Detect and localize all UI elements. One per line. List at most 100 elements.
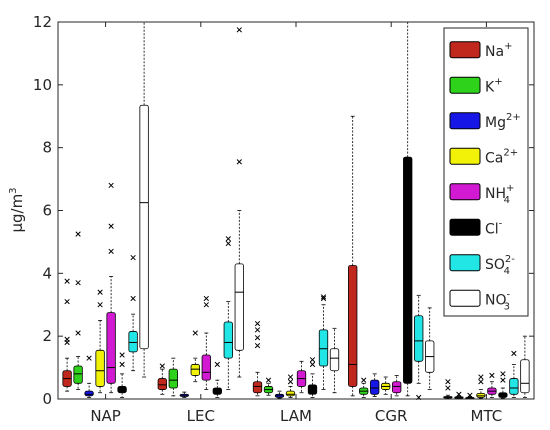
outlier-marker — [86, 355, 92, 361]
outlier-marker — [456, 391, 462, 397]
box-LEC-Na+ — [157, 363, 167, 395]
outlier-marker — [445, 385, 451, 391]
box-CGR-Cl- — [403, 22, 413, 397]
box-body — [318, 329, 329, 367]
box-body — [139, 104, 149, 350]
box-MTC-SO42- — [509, 350, 519, 398]
box-body — [201, 354, 211, 381]
outlier-marker — [97, 302, 103, 308]
box-NAP-Cl- — [117, 352, 127, 398]
box-body — [520, 359, 530, 394]
box-CGR-Na+ — [348, 115, 358, 397]
legend-label: K+ — [485, 76, 503, 95]
y-tick-label: 6 — [42, 202, 52, 220]
box-body — [234, 263, 244, 351]
outlier-marker — [108, 248, 114, 254]
outlier-marker — [75, 330, 81, 336]
box-LAM-NH4+ — [296, 360, 307, 394]
box-MTC-Ca2+ — [476, 374, 486, 399]
legend-item: Na+ — [449, 41, 512, 60]
legend-swatch — [449, 289, 481, 307]
box-body — [329, 348, 340, 372]
outlier-marker — [254, 320, 261, 327]
x-tick-label: MTC — [471, 407, 503, 425]
box-MTC-Na+ — [443, 379, 453, 399]
legend-label: NH+ 4 — [485, 183, 514, 206]
legend-swatch — [449, 254, 481, 272]
box-body — [73, 365, 83, 384]
box-body — [403, 156, 413, 384]
legend-box — [443, 27, 529, 317]
outlier-marker — [467, 392, 473, 398]
outlier-marker — [478, 379, 484, 385]
legend-swatch — [449, 183, 481, 201]
outlier-marker — [225, 236, 231, 242]
outlier-marker — [309, 361, 316, 368]
outlier-marker — [287, 374, 294, 380]
box-LAM-Mg2+ — [274, 390, 285, 399]
box-NAP-Ca2+ — [95, 289, 105, 394]
box-body — [252, 381, 263, 394]
legend-item: SO2-4 — [449, 254, 515, 277]
outlier-marker — [75, 231, 81, 237]
box-body — [223, 321, 233, 359]
box-CGR-NH4+ — [392, 375, 402, 397]
outlier-marker — [511, 350, 517, 357]
outlier-marker — [203, 295, 209, 302]
x-tick-label: LEC — [187, 407, 215, 425]
box-LAM-K+ — [263, 377, 274, 396]
outlier-marker — [489, 372, 495, 379]
outlier-marker — [130, 295, 136, 302]
box-LEC-Cl- — [212, 361, 222, 398]
box-CGR-NO3- — [425, 307, 435, 390]
box-body — [95, 349, 105, 387]
box-LEC-NH4+ — [201, 295, 211, 390]
outlier-marker — [119, 361, 125, 368]
box-body — [392, 381, 402, 394]
box-LEC-Mg2+ — [179, 391, 189, 398]
outlier-marker — [265, 377, 272, 383]
boxes-layer — [62, 22, 530, 401]
box-body — [370, 379, 380, 395]
y-axis-label: μg/m3 — [8, 187, 26, 232]
box-MTC-NO3- — [520, 335, 530, 398]
box-NAP-Mg2+ — [84, 355, 94, 398]
outlier-marker — [225, 240, 231, 247]
outlier-marker — [64, 278, 70, 284]
box-LAM-Ca2+ — [285, 374, 296, 398]
box-body — [509, 378, 519, 395]
box-body — [348, 265, 358, 387]
outlier-marker — [500, 371, 506, 377]
box-NAP-NH4+ — [106, 182, 116, 394]
outlier-marker — [320, 294, 327, 300]
legend-item: Ca2+ — [449, 147, 518, 166]
y-tick-label: 2 — [42, 327, 52, 345]
box-MTC-K+ — [454, 391, 464, 400]
box-LAM-Na+ — [252, 320, 263, 397]
legend-label: NO-3 — [485, 289, 511, 312]
outlier-marker — [445, 379, 451, 385]
box-LEC-SO42- — [223, 236, 233, 390]
box-CGR-Mg2+ — [370, 373, 380, 397]
legend-label: SO2-4 — [485, 254, 515, 277]
outlier-marker — [64, 336, 70, 342]
legend-swatch — [449, 112, 481, 130]
outlier-marker — [361, 377, 367, 383]
y-tick-label: 10 — [33, 76, 52, 94]
box-body — [498, 392, 508, 398]
legend-item: Mg2+ — [449, 112, 521, 131]
box-body — [414, 315, 424, 362]
legend: Na+ K+ Mg2+ Ca2+ NH+ 4 Cl- SO2-4 NO-3 — [443, 27, 529, 317]
outlier-marker — [130, 254, 136, 261]
box-CGR-Ca2+ — [381, 376, 391, 395]
outlier-marker — [478, 374, 484, 380]
legend-swatch — [449, 76, 481, 94]
box-NAP-K+ — [73, 231, 83, 390]
box-body — [106, 312, 116, 384]
legend-label: Mg2+ — [485, 112, 521, 131]
box-body — [84, 390, 94, 397]
legend-label: Ca2+ — [485, 147, 518, 166]
outlier-marker — [500, 377, 506, 383]
box-CGR-SO42- — [414, 294, 424, 401]
